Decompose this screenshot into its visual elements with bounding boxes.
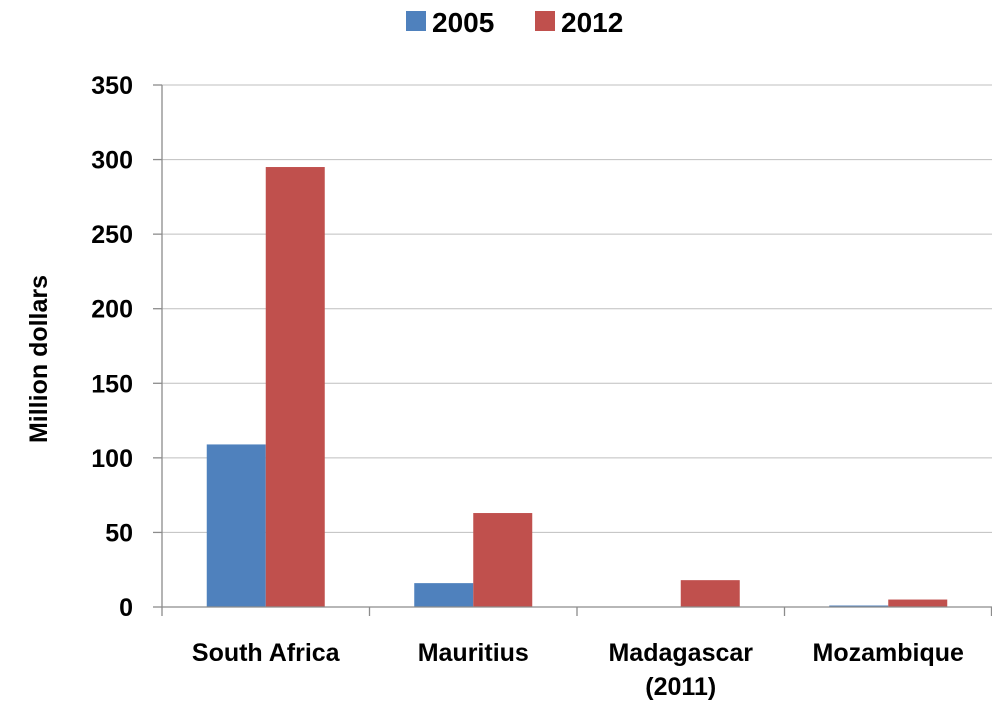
- bar-2005-south-africa: [206, 444, 266, 607]
- x-tick-label: South Africa: [192, 639, 341, 667]
- x-tick-labels: South Africa Mauritius Madagascar (2011) Moz…: [192, 639, 964, 701]
- y-tick-labels: 0 50 100 150 200 250 300 350: [91, 72, 133, 622]
- y-tick-label: 250: [91, 221, 133, 249]
- y-tick-label: 50: [105, 519, 133, 547]
- y-tick-label: 150: [91, 370, 133, 398]
- bar-2012-mauritius: [473, 513, 533, 607]
- y-tick-label: 200: [91, 296, 133, 324]
- y-tick-label: 100: [91, 445, 133, 473]
- axes: [153, 84, 992, 616]
- legend-swatch-2012: [535, 11, 555, 31]
- bar-2012-mozambique: [888, 599, 948, 607]
- x-tick-label: (2011): [645, 673, 716, 701]
- legend-label: 2012: [561, 7, 623, 38]
- bar-2005-mauritius: [414, 583, 474, 607]
- x-tick-label: Mozambique: [813, 639, 964, 667]
- bars: [206, 167, 948, 607]
- bar-2012-madagascar-2011: [680, 580, 740, 607]
- y-axis-label: Million dollars: [25, 275, 53, 443]
- x-tick-label: Madagascar: [608, 639, 753, 667]
- legend-label: 2005: [432, 7, 494, 38]
- x-tick-label: Mauritius: [418, 639, 529, 667]
- legend-swatch-2005: [406, 11, 426, 31]
- y-tick-label: 0: [119, 594, 133, 622]
- legend: 2005 2012: [406, 7, 623, 38]
- y-tick-label: 350: [91, 72, 133, 100]
- bar-2012-south-africa: [265, 167, 325, 607]
- bar-2005-mozambique: [829, 605, 889, 607]
- y-tick-label: 300: [91, 147, 133, 175]
